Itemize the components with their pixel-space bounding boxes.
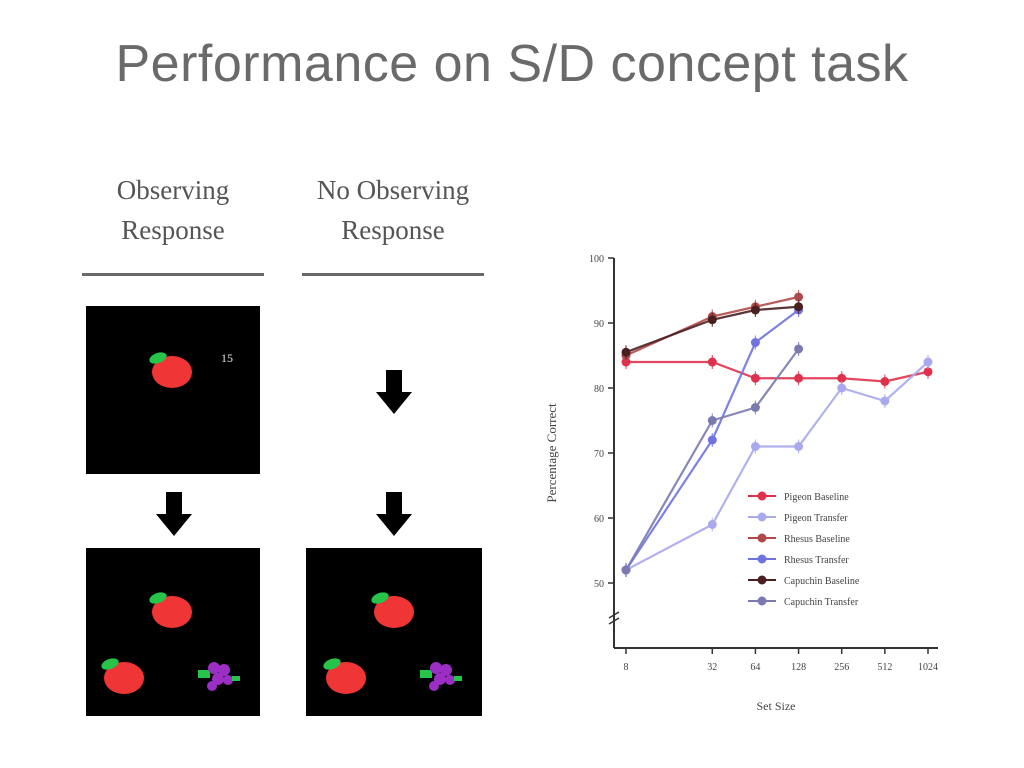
no-observing-header-line-2: Response [341,215,445,245]
data-point [750,373,760,383]
data-point [707,357,717,367]
apple-icon [149,352,192,388]
observing-response-header: Observing Response [78,170,268,250]
data-point [837,383,847,393]
y-tick-label: 80 [594,384,604,395]
data-point [707,520,717,529]
data-point [880,396,890,406]
observing-header-line-1: Observing [116,175,230,205]
data-point [880,377,890,386]
legend-label: Pigeon Transfer [784,513,848,524]
legend-label: Rhesus Baseline [784,534,850,545]
sample-display-panel: 15 [86,306,260,474]
slide-title: Performance on S/D concept task [115,35,909,93]
legend-marker [757,575,767,585]
data-point [707,435,717,445]
legend-marker [757,491,767,501]
data-point [794,373,804,383]
data-point [923,367,933,377]
x-tick-label: 64 [750,662,760,673]
series-line-4 [625,305,799,354]
x-tick-label: 128 [791,662,806,673]
x-axis-label: Set Size [757,699,796,713]
data-point [837,373,847,383]
legend-label: Rhesus Transfer [784,555,849,566]
data-point [794,344,804,354]
legend-marker [757,512,767,522]
no-observing-header-rule [302,273,484,276]
axis-break-mark [608,611,620,619]
legend-marker [757,533,767,543]
data-point [707,315,717,325]
line-chart: 50 60 70 80 90 100 8 32 64 128 256 512 1024 Set Size P… [544,254,938,713]
apple-icon [371,592,414,628]
y-axis-label: Percentage Correct [544,403,559,503]
grapes-icon [420,662,462,691]
x-tick-label: 512 [877,662,892,673]
y-tick-label: 100 [589,254,604,265]
series-line-1 [625,361,929,571]
grapes-icon [198,662,240,691]
sample-display-svg: 15 [149,351,233,388]
axis-break-mark [608,617,620,625]
down-arrow-icon [376,370,412,414]
y-tick-label: 60 [594,514,604,525]
choice-display-svg-no-observing [323,592,462,694]
x-tick-label: 8 [624,662,629,673]
data-point [750,338,760,347]
legend-label: Pigeon Baseline [784,492,849,503]
data-point [794,292,804,302]
x-tick-label: 32 [707,662,717,673]
y-tick-label: 90 [594,319,604,330]
choice-display-panel-observing [86,548,260,716]
data-point [750,403,760,412]
data-point [750,442,760,451]
apple-icon [149,592,192,628]
data-point [923,357,933,367]
no-observing-response-header: No Observing Response [298,170,488,250]
choice-display-svg-observing [101,592,240,694]
choice-display-panel-no-observing [306,548,482,716]
data-point [621,347,631,357]
down-arrow-icon [156,492,192,536]
no-observing-header-line-1: No Observing [316,175,470,205]
apple-icon [323,658,366,694]
legend-label: Capuchin Baseline [784,576,860,587]
data-point [794,442,804,451]
peck-count-label: 15 [221,351,233,365]
apple-icon [101,658,144,694]
observing-header-line-2: Response [121,215,225,245]
series-line-5 [625,348,800,571]
legend-marker [757,596,767,606]
series-line-3 [625,309,800,571]
legend-label: Capuchin Transfer [784,597,859,608]
down-arrow-icon [376,492,412,536]
x-tick-label: 256 [834,662,849,673]
x-tick-label: 1024 [918,662,938,673]
data-point [794,302,804,312]
y-tick-label: 70 [594,449,604,460]
data-point [621,565,631,575]
legend-marker [757,554,767,564]
data-point [707,416,717,425]
data-point [750,305,760,315]
observing-header-rule [82,273,264,276]
y-tick-label: 50 [594,579,604,590]
